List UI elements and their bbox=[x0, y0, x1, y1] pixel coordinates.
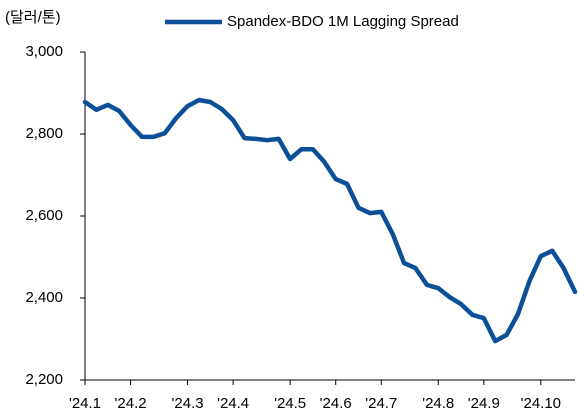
y-tick-label: 2,400 bbox=[25, 289, 63, 306]
y-axis-label: (달러/톤) bbox=[5, 9, 61, 26]
x-tick-label: '24.5 bbox=[274, 395, 306, 412]
y-tick-label: 2,600 bbox=[25, 207, 63, 224]
y-tick-label: 3,000 bbox=[25, 43, 63, 60]
x-tick-label: '24.7 bbox=[365, 395, 397, 412]
legend-label: Spandex-BDO 1M Lagging Spread bbox=[227, 13, 459, 30]
x-tick-label: '24.1 bbox=[69, 395, 101, 412]
x-tick-label: '24.10 bbox=[521, 395, 561, 412]
y-tick-label: 2,200 bbox=[25, 371, 63, 388]
x-tick-label: '24.9 bbox=[468, 395, 500, 412]
y-tick-label: 2,800 bbox=[25, 125, 63, 142]
x-tick-label: '24.6 bbox=[320, 395, 352, 412]
x-tick-label: '24.8 bbox=[422, 395, 454, 412]
x-tick-label: '24.4 bbox=[217, 395, 249, 412]
x-tick-label: '24.3 bbox=[172, 395, 204, 412]
x-tick-label: '24.2 bbox=[115, 395, 147, 412]
series-line bbox=[82, 97, 578, 344]
